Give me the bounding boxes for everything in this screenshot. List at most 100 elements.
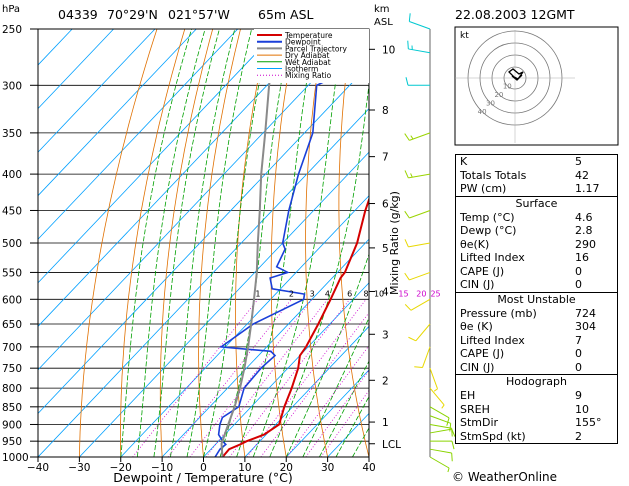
stat-value: 5 (575, 155, 582, 168)
dry-adiabat (270, 29, 297, 457)
stat-value: 9 (575, 389, 582, 402)
p-label-250: 250 (2, 24, 22, 36)
stat-key: StmSpd (kt) (460, 429, 526, 443)
wet-adiabat (335, 395, 369, 457)
stat-row: StmSpd (kt) 2 (456, 430, 617, 444)
stat-value: 2.8 (575, 224, 593, 237)
stat-key: CAPE (J) (460, 264, 505, 278)
wind-barb (430, 440, 455, 450)
station-elev: 65m ASL (258, 7, 314, 22)
km-label: LCL (382, 439, 401, 451)
stat-key: PW (cm) (460, 182, 507, 195)
stat-key: CIN (J) (460, 278, 495, 291)
wind-barb (429, 428, 456, 437)
wind-barb (429, 456, 450, 473)
wet-adiabat (203, 29, 271, 457)
dry-adiabat (198, 29, 241, 457)
stat-value: 290 (575, 237, 596, 251)
p-label-950: 950 (2, 436, 22, 448)
km-label: 1 (382, 417, 389, 429)
stat-row: PW (cm) 1.17 (456, 182, 617, 196)
p-label-700: 700 (2, 342, 22, 354)
wind-barb (429, 415, 452, 432)
legend-label: Dewpoint (285, 38, 321, 47)
stat-value: 16 (575, 251, 589, 264)
wet-adiabat (186, 29, 252, 457)
wind-barb (405, 77, 430, 86)
series-dewpoint (214, 54, 369, 457)
stat-value: 1.17 (575, 182, 600, 195)
p-label-400: 400 (2, 169, 22, 181)
series-parcel-trajectory (220, 29, 278, 457)
stat-row: StmDir 155° (456, 416, 617, 430)
stat-row: CAPE (J) 0 (456, 265, 617, 279)
mixing-ratio-line (260, 311, 369, 457)
stat-value: 724 (575, 306, 596, 320)
stat-value: 155° (575, 416, 602, 429)
legend-label: Mixing Ratio (285, 71, 332, 80)
isotherm-line (38, 29, 156, 153)
stat-row: Temp (°C) 4.6 (456, 211, 617, 225)
km-label: 6 (382, 199, 389, 211)
p-label-300: 300 (2, 80, 22, 92)
mixing-ratio-label: 20 (416, 289, 426, 298)
km-label: 7 (382, 152, 389, 164)
stat-key: K (460, 155, 468, 168)
stat-key: EH (460, 389, 476, 402)
mixing-ratio-line (167, 299, 292, 457)
stat-row: Lifted Index 16 (456, 251, 617, 265)
mixing-ratio-label: 15 (398, 289, 408, 298)
hpa-label: hPa (2, 4, 20, 15)
hodograph-ring-label: 40 (478, 108, 487, 116)
stat-key: CIN (J) (460, 360, 495, 374)
legend-label: Temperature (284, 31, 333, 40)
mixing-ratio-line (320, 389, 369, 457)
stat-row: EH 9 (456, 389, 617, 403)
hodograph-stats-section: Hodograph EH 9 SREH 10 StmDir 155° StmSpd (kt)… (455, 375, 618, 444)
km-label: 2 (382, 375, 389, 387)
isotherm-line (38, 64, 369, 415)
wind-barb (429, 406, 450, 426)
wet-adiabat (302, 316, 369, 457)
most-unstable-title: Most Unstable (497, 292, 576, 306)
wind-barb (404, 132, 431, 141)
mixing-ratio-label: 10 (374, 289, 384, 298)
wind-barb (429, 448, 453, 462)
stat-row: CIN (J) 0 (456, 278, 617, 292)
legend-label: Wet Adiabat (285, 58, 331, 67)
x-label--40: −40 (27, 462, 49, 474)
date-label: 22.08.2003 12GMT (455, 7, 575, 22)
wet-adiabat (236, 29, 316, 457)
wind-barb (404, 271, 431, 281)
p-label-600: 600 (2, 294, 22, 306)
x-label-20: 20 (280, 462, 293, 474)
mixing-ratio-label: 6 (347, 289, 352, 298)
stat-row: Lifted Index 7 (456, 334, 617, 348)
isotherm-line (161, 238, 369, 457)
most-unstable-section: Most Unstable Pressure (mb) 724 θe (K) 304 L… (455, 292, 618, 375)
station-lon: 021°57'W (168, 7, 230, 22)
legend-label: Dry Adiabat (285, 51, 329, 60)
p-label-900: 900 (2, 419, 22, 431)
isotherm-line (120, 195, 369, 457)
stat-key: Lifted Index (460, 333, 525, 347)
stat-value: 7 (575, 333, 582, 347)
stat-value: 0 (575, 360, 582, 374)
wind-barb (429, 423, 453, 437)
wet-adiabat (252, 29, 344, 457)
p-label-450: 450 (2, 205, 22, 217)
credit-label: © WeatherOnline (452, 470, 558, 484)
isotherm-line (38, 29, 363, 371)
dry-adiabat (235, 29, 269, 457)
x-axis-title: Dewpoint / Temperature (°C) (113, 470, 292, 485)
legend-label: Isotherm (285, 65, 318, 74)
mixing-ratio-label: 2 (289, 289, 294, 298)
p-label-500: 500 (2, 238, 22, 250)
mixing-ratio-label: 25 (430, 289, 440, 298)
mixing-ratio-label: 8 (364, 289, 369, 298)
mixing-ratio-label: 1 (255, 289, 260, 298)
stat-key: θe (K) (460, 320, 493, 333)
legend-label: Parcel Trajectory (285, 44, 347, 53)
